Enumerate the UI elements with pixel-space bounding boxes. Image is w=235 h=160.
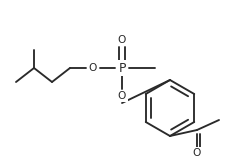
Text: O: O [118, 35, 126, 45]
Text: O: O [193, 148, 201, 158]
Text: O: O [118, 91, 126, 101]
Text: P: P [118, 61, 126, 75]
Text: O: O [89, 63, 97, 73]
